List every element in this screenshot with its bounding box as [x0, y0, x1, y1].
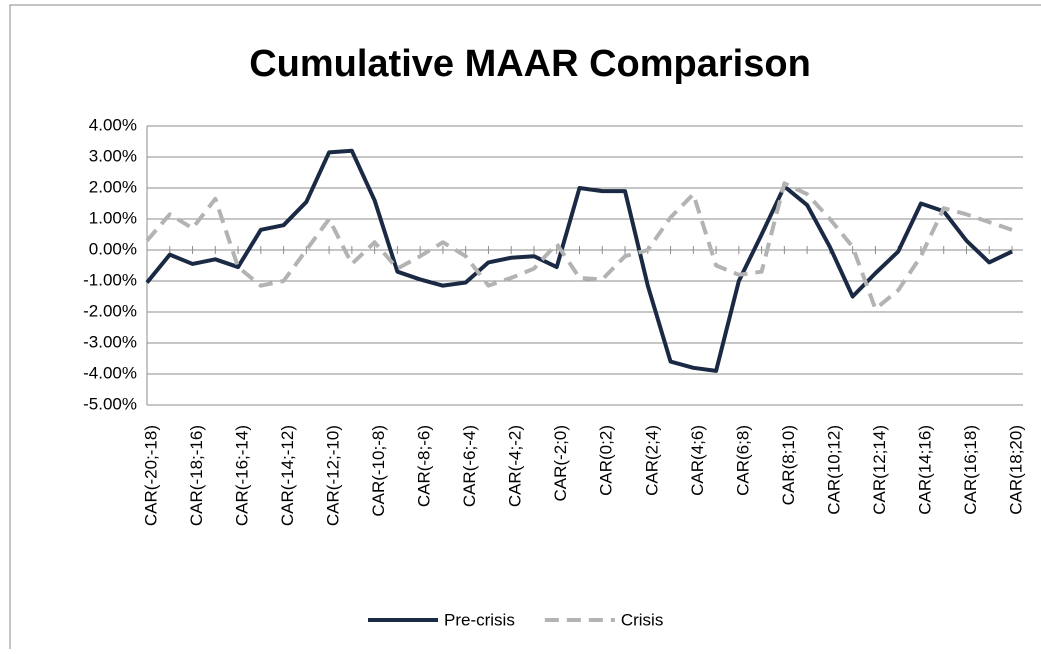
- y-tick-label: -3.00%: [83, 332, 137, 351]
- legend-label: Crisis: [621, 610, 664, 629]
- x-tick-label: CAR(-14;-12): [278, 425, 297, 526]
- x-tick-label: CAR(0;2): [597, 425, 616, 496]
- y-tick-label: -2.00%: [83, 301, 137, 320]
- x-tick-label: CAR(-8;-6): [415, 425, 434, 507]
- x-tick-label: CAR(14;16): [915, 425, 934, 515]
- x-tick-label: CAR(-12;-10): [324, 425, 343, 526]
- series-line: [145, 148, 1013, 373]
- x-tick-label: CAR(4;6): [688, 425, 707, 496]
- x-tick-label: CAR(-20;-18): [141, 425, 160, 526]
- y-tick-label: -1.00%: [83, 270, 137, 289]
- x-tick-label: CAR(-4;-2): [506, 425, 525, 507]
- y-tick-label: -4.00%: [83, 363, 137, 382]
- x-tick-label: CAR(-10;-8): [369, 425, 388, 517]
- y-tick-label: -5.00%: [83, 394, 137, 413]
- y-tick-label: 3.00%: [89, 146, 137, 165]
- x-tick-label: CAR(-6;-4): [460, 425, 479, 507]
- y-tick-label: 2.00%: [89, 177, 137, 196]
- x-tick-label: CAR(16;18): [961, 425, 980, 515]
- x-tick-label: CAR(8;10): [779, 425, 798, 505]
- chart-frame: [9, 4, 1041, 654]
- chart-title: Cumulative MAAR Comparison: [249, 43, 811, 85]
- y-tick-label: 1.00%: [89, 208, 137, 227]
- x-tick-label: CAR(-18;-16): [187, 425, 206, 526]
- legend-label: Pre-crisis: [444, 610, 515, 629]
- x-tick-label: CAR(-2;0): [551, 425, 570, 502]
- x-tick-label: CAR(10;12): [824, 425, 843, 515]
- y-tick-label: 4.00%: [89, 115, 137, 134]
- x-tick-label: CAR(-16;-14): [233, 425, 252, 526]
- y-tick-label: 0.00%: [89, 239, 137, 258]
- x-tick-label: CAR(6;8): [733, 425, 752, 496]
- x-tick-label: CAR(12;14): [870, 425, 889, 515]
- x-tick-label: CAR(2;4): [642, 425, 661, 496]
- x-tick-label: CAR(18;20): [1006, 425, 1025, 515]
